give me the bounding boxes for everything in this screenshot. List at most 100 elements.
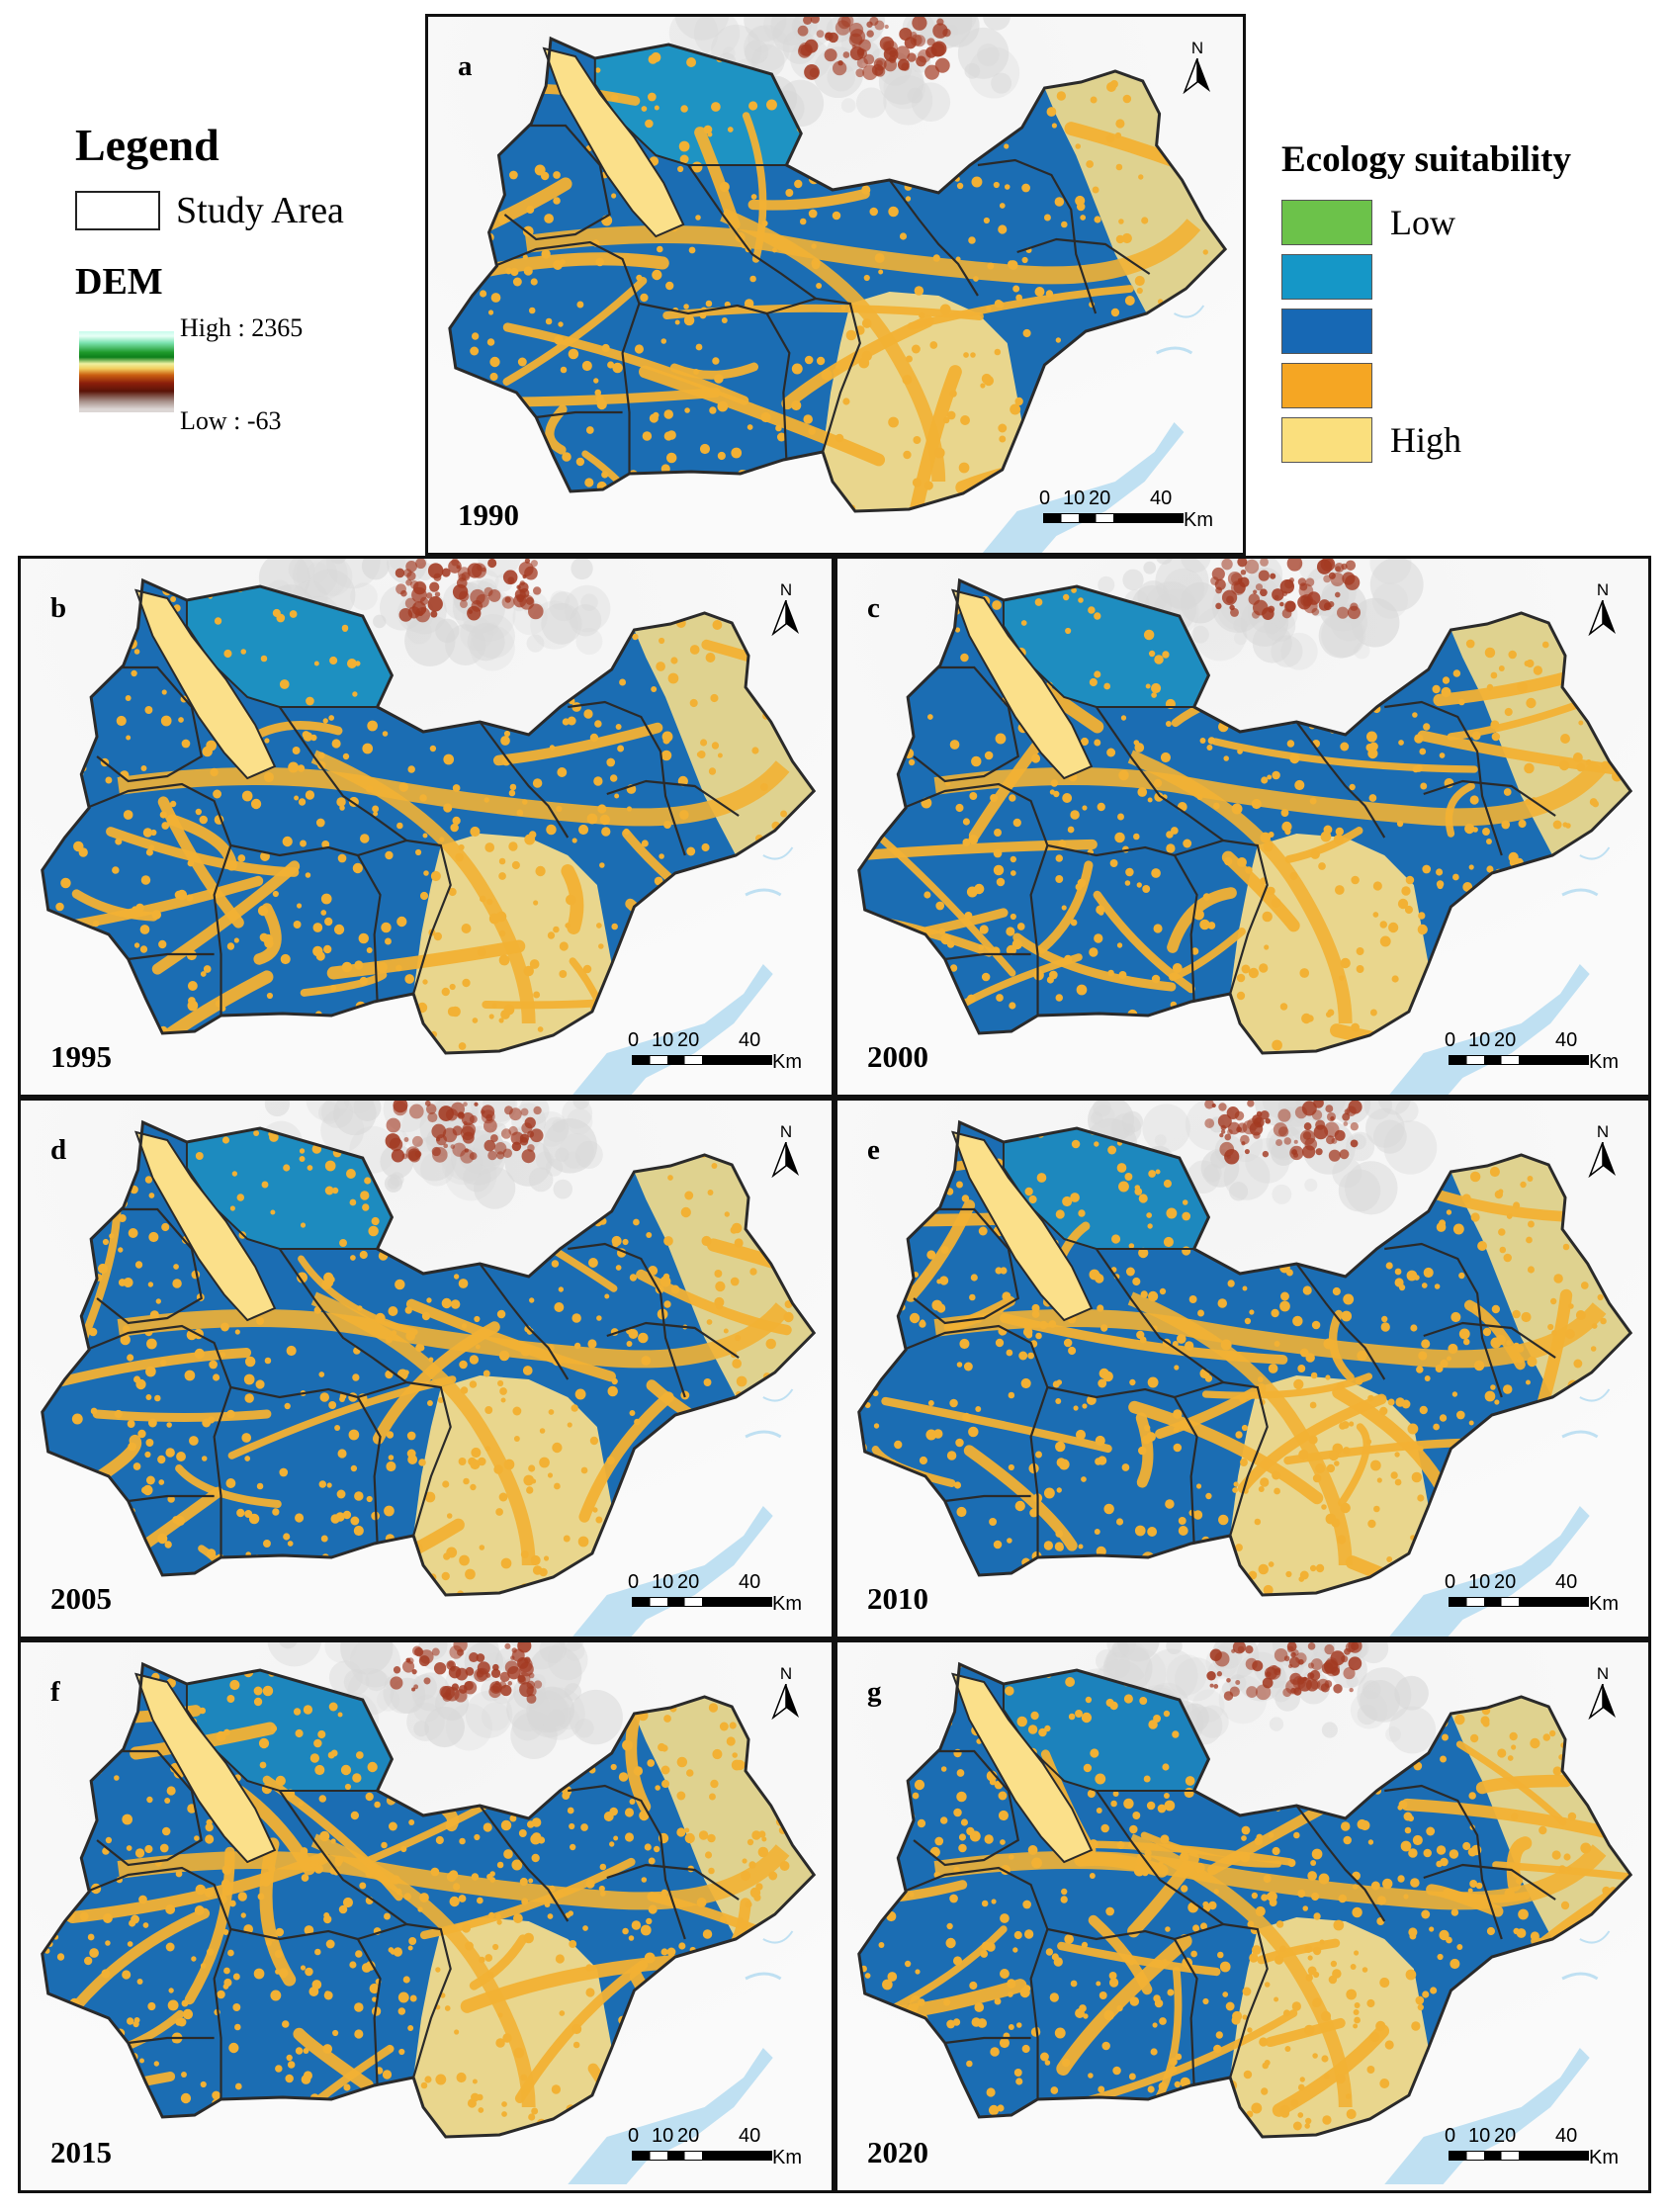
scale-bar-graphic <box>1449 1055 1589 1065</box>
scale-unit-label: Km <box>1589 2147 1619 2168</box>
ecology-suitability-legend: Ecology suitability Low High <box>1281 138 1657 467</box>
north-arrow-icon: N <box>1587 580 1619 641</box>
suitability-map <box>428 17 1243 553</box>
water-bodies <box>572 846 794 1095</box>
scale-tick-label: 10 <box>1063 487 1086 509</box>
map-panel-e: e 2010 N 0 10 20 40 Km <box>835 1098 1651 1639</box>
dem-high-label: High : 2365 <box>180 313 304 342</box>
scale-tick-label: 0 <box>1445 1571 1456 1593</box>
ecology-class-row <box>1281 358 1657 412</box>
ecology-class-swatch <box>1281 416 1372 463</box>
scale-tick-label: 10 <box>652 1029 674 1051</box>
suitability-map <box>21 1642 832 2190</box>
scale-unit-label: Km <box>1184 509 1213 531</box>
ecology-class-label: High <box>1390 419 1461 460</box>
scale-bar-graphic <box>632 2151 772 2161</box>
dem-terrain-shading <box>258 559 611 671</box>
dem-legend: High : 2365 Low : -63 <box>69 313 396 442</box>
map-panel-d: d 2005 N 0 10 20 40 Km <box>18 1098 835 1639</box>
scale-bar: 0 10 20 40 Km <box>1039 487 1217 537</box>
scale-bar-graphic <box>1449 1597 1589 1607</box>
suitability-map <box>837 1101 1648 1637</box>
scale-tick-label: 0 <box>628 2125 640 2147</box>
suitability-map <box>837 1642 1648 2190</box>
map-panel-c: c 2000 N 0 10 20 40 Km <box>835 556 1651 1098</box>
scale-unit-label: Km <box>772 1051 802 1073</box>
study-area-boundary <box>448 36 1228 513</box>
dem-low-label: Low : -63 <box>180 406 282 435</box>
ecology-class-swatch <box>1281 362 1372 408</box>
scale-tick-label: 20 <box>677 2125 700 2147</box>
scale-tick-label: 40 <box>1555 1571 1578 1593</box>
scale-tick-label: 40 <box>1150 487 1173 509</box>
north-arrow-label: N <box>1190 39 1204 57</box>
scale-tick-label: 20 <box>1089 487 1111 509</box>
north-arrow-icon: N <box>1587 1664 1619 1725</box>
scale-tick-label: 0 <box>1445 2125 1456 2147</box>
water-bodies <box>1389 1388 1611 1637</box>
ecology-class-swatch <box>1281 253 1372 300</box>
scale-tick-label: 40 <box>1555 1029 1578 1051</box>
north-arrow-label: N <box>779 1122 793 1141</box>
north-arrow-icon: N <box>1182 39 1213 99</box>
north-arrow-label: N <box>1596 1122 1610 1141</box>
ecology-class-row <box>1281 249 1657 304</box>
ecology-class-swatch <box>1281 308 1372 354</box>
panel-letter: d <box>50 1134 67 1166</box>
panel-letter: a <box>458 50 473 82</box>
panel-letter: g <box>867 1676 882 1708</box>
study-area-boundary <box>857 1661 1633 2139</box>
suitability-map <box>21 1101 832 1637</box>
study-area-swatch <box>75 191 160 230</box>
panel-letter: b <box>50 592 67 624</box>
scale-bar: 0 10 20 40 Km <box>1445 2125 1623 2174</box>
scale-bar: 0 10 20 40 Km <box>628 1029 806 1079</box>
north-arrow-label: N <box>1596 1664 1610 1683</box>
scale-tick-label: 0 <box>628 1571 640 1593</box>
panel-year: 1990 <box>458 497 519 532</box>
scale-bar: 0 10 20 40 Km <box>628 2125 806 2174</box>
north-arrow-icon: N <box>770 1122 802 1183</box>
scale-tick-label: 40 <box>739 2125 761 2147</box>
scale-bar-graphic <box>632 1055 772 1065</box>
yellow-strip-district <box>951 1672 1094 1864</box>
scale-tick-label: 0 <box>628 1029 640 1051</box>
dem-color-ramp <box>79 331 174 412</box>
scale-tick-label: 20 <box>1494 2125 1517 2147</box>
study-area-boundary <box>41 1119 817 1597</box>
north-arrow-label: N <box>779 580 793 599</box>
scale-tick-label: 10 <box>1468 2125 1491 2147</box>
yellow-strip-district <box>134 1130 277 1322</box>
ecology-class-swatch <box>1281 199 1372 245</box>
scale-tick-label: 0 <box>1445 1029 1456 1051</box>
panel-year: 2020 <box>867 2135 928 2169</box>
water-bodies <box>1389 846 1611 1095</box>
scale-tick-label: 0 <box>1039 487 1051 509</box>
scale-tick-label: 10 <box>652 2125 674 2147</box>
water-bodies <box>982 305 1205 553</box>
panel-letter: c <box>867 592 880 624</box>
panel-year: 2010 <box>867 1581 928 1616</box>
ecology-class-label: Low <box>1390 202 1455 242</box>
scale-tick-label: 10 <box>1468 1029 1491 1051</box>
scale-unit-label: Km <box>1589 1593 1619 1615</box>
north-arrow-label: N <box>1596 580 1610 599</box>
scale-tick-label: 40 <box>739 1571 761 1593</box>
scale-bar: 0 10 20 40 Km <box>1445 1571 1623 1621</box>
panel-year: 2000 <box>867 1039 928 1074</box>
north-arrow-icon: N <box>770 1664 802 1725</box>
scale-unit-label: Km <box>772 2147 802 2168</box>
water-bodies <box>572 1388 794 1637</box>
scale-bar-graphic <box>1449 2151 1589 2161</box>
suitability-map <box>21 559 832 1095</box>
map-panel-a: a 1990 N 0 10 20 40 Km <box>425 14 1246 556</box>
yellow-strip-district <box>542 46 685 238</box>
scale-unit-label: Km <box>1589 1051 1619 1073</box>
yellow-strip-district <box>134 1672 277 1864</box>
yellow-strip-district <box>951 588 1094 780</box>
scale-tick-label: 10 <box>652 1571 674 1593</box>
yellow-strip-district <box>134 588 277 780</box>
ecology-legend-title: Ecology suitability <box>1281 139 1571 180</box>
north-arrow-icon: N <box>1587 1122 1619 1183</box>
scale-tick-label: 20 <box>1494 1571 1517 1593</box>
